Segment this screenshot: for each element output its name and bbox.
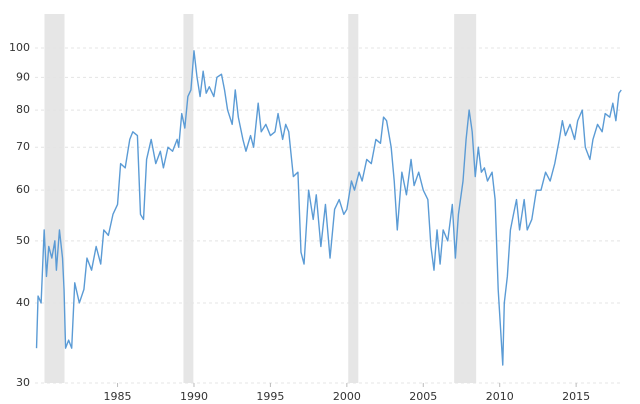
x-tick-label: 1995: [256, 390, 284, 403]
x-tick-label: 1985: [104, 390, 132, 403]
y-tick-label: 50: [16, 234, 30, 247]
x-tick-label: 2005: [409, 390, 437, 403]
y-tick-label: 90: [16, 70, 30, 83]
y-tick-label: 60: [16, 183, 30, 196]
recession-band: [454, 14, 477, 383]
y-tick-label: 40: [16, 296, 30, 309]
recession-band: [44, 14, 65, 383]
x-tick-label: 1990: [180, 390, 208, 403]
x-tick-label: 2000: [333, 390, 361, 403]
y-tick-label: 70: [16, 140, 30, 153]
x-tick-label: 2015: [562, 390, 590, 403]
y-tick-label: 100: [9, 41, 30, 54]
y-tick-label: 80: [16, 103, 30, 116]
series-line: [35, 50, 622, 366]
x-tick-label: 2010: [486, 390, 514, 403]
y-tick-label: 30: [16, 376, 30, 389]
recession-band: [348, 14, 359, 383]
recession-band: [183, 14, 194, 383]
